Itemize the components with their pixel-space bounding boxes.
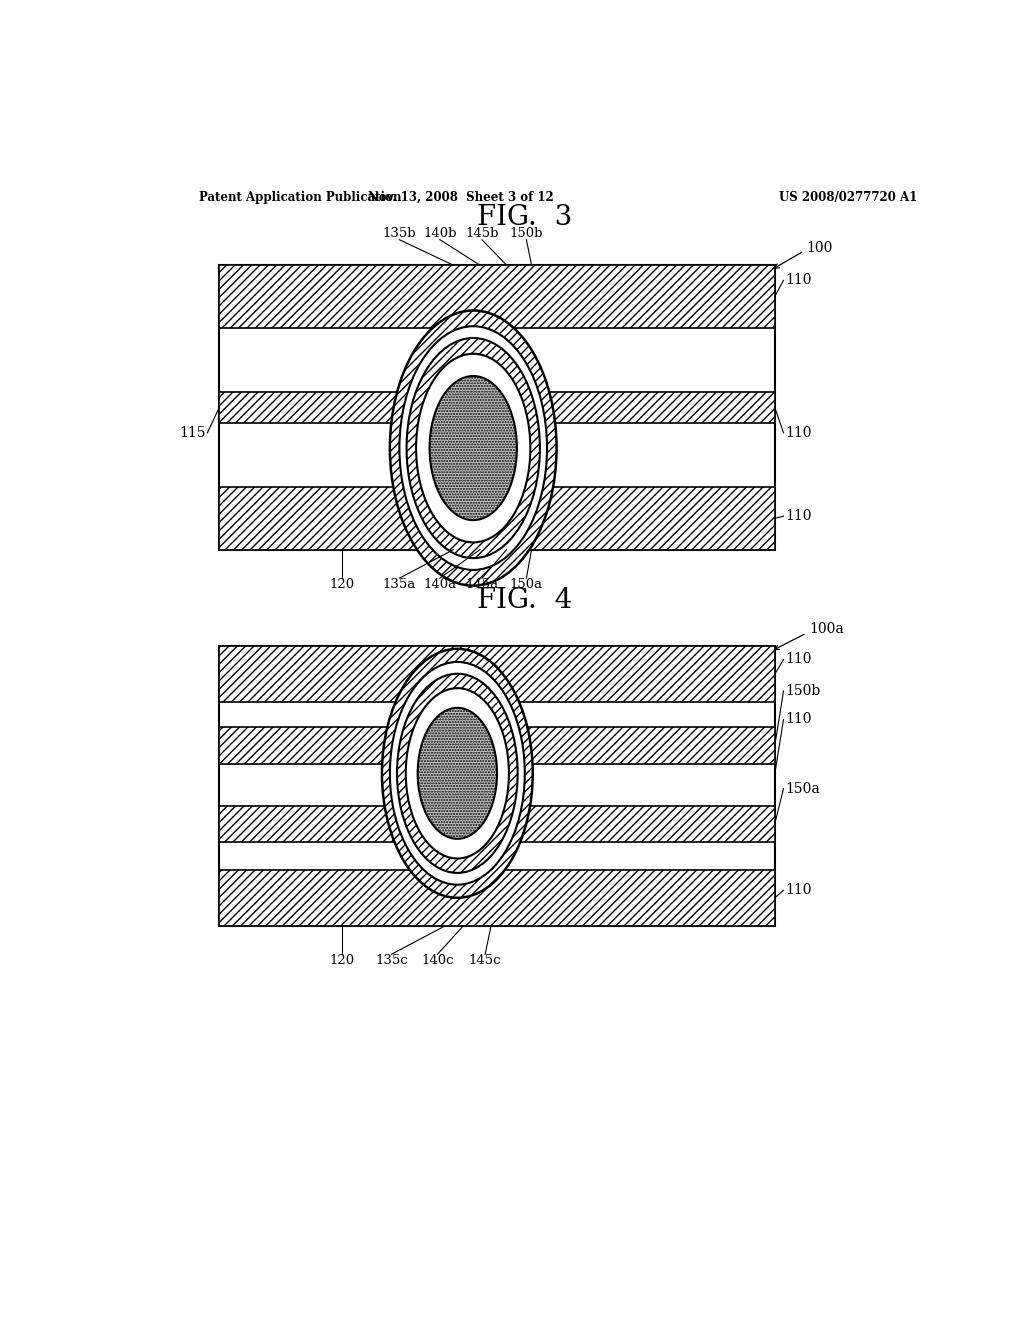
Text: 115: 115: [179, 426, 206, 440]
Text: FIG.  4: FIG. 4: [477, 587, 572, 614]
Ellipse shape: [397, 673, 518, 873]
Text: 150b: 150b: [510, 227, 543, 240]
Text: 120: 120: [330, 954, 355, 968]
Text: 135c: 135c: [375, 954, 408, 968]
Bar: [219, 265, 775, 549]
Ellipse shape: [430, 376, 517, 520]
Text: 100a: 100a: [809, 622, 844, 636]
Text: FIG.  3: FIG. 3: [477, 203, 572, 231]
Bar: [219, 647, 775, 702]
Text: 120: 120: [330, 578, 355, 591]
Ellipse shape: [416, 354, 530, 543]
Bar: [219, 870, 775, 925]
Text: Nov. 13, 2008  Sheet 3 of 12: Nov. 13, 2008 Sheet 3 of 12: [369, 190, 554, 203]
Text: 140a: 140a: [423, 578, 457, 591]
Ellipse shape: [418, 708, 497, 838]
Text: 110: 110: [785, 426, 812, 440]
Text: 140c: 140c: [421, 954, 454, 968]
Ellipse shape: [382, 649, 532, 898]
Ellipse shape: [390, 661, 524, 884]
Ellipse shape: [407, 338, 540, 558]
Text: 145b: 145b: [465, 227, 499, 240]
Text: US 2008/0277720 A1: US 2008/0277720 A1: [778, 190, 918, 203]
Ellipse shape: [390, 310, 557, 586]
Text: 135a: 135a: [383, 578, 416, 591]
Ellipse shape: [406, 688, 509, 858]
Bar: [219, 805, 775, 842]
Text: 100: 100: [807, 240, 833, 255]
Text: 145a: 145a: [465, 578, 499, 591]
Bar: [219, 392, 775, 424]
Text: 110: 110: [785, 510, 812, 523]
Text: 110: 110: [785, 883, 812, 898]
Text: 150b: 150b: [785, 684, 820, 698]
Bar: [219, 647, 775, 925]
Text: 110: 110: [785, 713, 812, 726]
Text: 110: 110: [785, 273, 812, 288]
Bar: [219, 727, 775, 764]
Text: 110: 110: [785, 652, 812, 667]
Text: Patent Application Publication: Patent Application Publication: [200, 190, 402, 203]
Text: 150a: 150a: [510, 578, 543, 591]
Bar: [219, 265, 775, 327]
Text: 135b: 135b: [383, 227, 416, 240]
Text: 140b: 140b: [423, 227, 457, 240]
Ellipse shape: [399, 326, 547, 570]
Bar: [219, 487, 775, 549]
Text: 150a: 150a: [785, 781, 820, 796]
Text: 145c: 145c: [469, 954, 502, 968]
